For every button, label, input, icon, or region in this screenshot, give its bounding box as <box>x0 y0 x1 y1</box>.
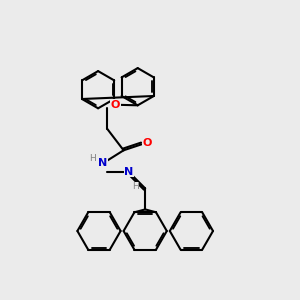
Text: N: N <box>124 167 133 177</box>
Text: H: H <box>132 182 139 191</box>
Text: O: O <box>142 138 152 148</box>
Text: N: N <box>98 158 107 169</box>
Text: H: H <box>89 154 96 163</box>
Text: O: O <box>111 100 120 110</box>
